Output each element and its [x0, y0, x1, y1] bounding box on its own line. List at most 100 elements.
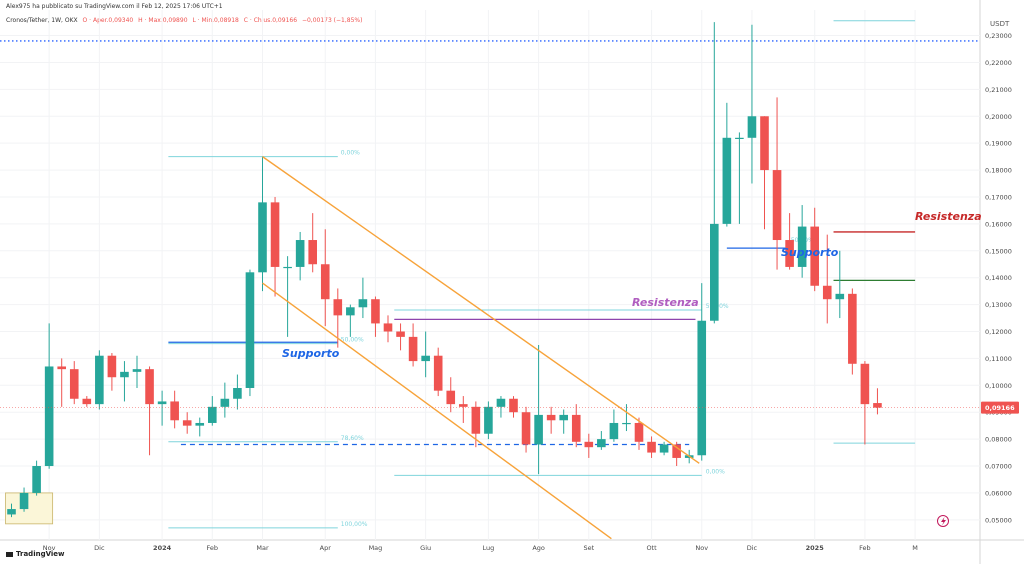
x-tick-label: Nov [43, 544, 56, 552]
channel-lower-line [262, 282, 612, 540]
low-value: L · Min.0,08918 [192, 17, 239, 24]
candle-body [597, 439, 606, 448]
candle-body [233, 387, 242, 399]
x-tick-label: M [912, 544, 918, 552]
y-tick-label: 0,11000 [985, 355, 1012, 363]
fib-left-label: 78,60% [341, 435, 364, 442]
candle-body [822, 285, 832, 300]
candle-body [647, 441, 656, 453]
candle-body [659, 444, 669, 453]
y-tick-label: 0,14000 [985, 274, 1012, 282]
candle-body [609, 422, 619, 440]
candle-body [270, 202, 280, 267]
candle-body [785, 240, 794, 267]
candle-body [157, 401, 167, 405]
label-resistenza-2024: Resistenza [632, 296, 699, 310]
candle-body [546, 414, 556, 421]
candle-body [484, 406, 493, 434]
candle-body [848, 293, 857, 364]
candle-body [346, 307, 355, 316]
candle-body [672, 444, 681, 458]
candle-body [283, 266, 292, 269]
x-tick-label: 2024 [153, 544, 172, 552]
candle-body [19, 492, 29, 510]
y-tick-label: 0,13000 [985, 301, 1012, 309]
last-price-text: 0,09166 [985, 404, 1015, 412]
x-tick-label: Feb [207, 544, 219, 552]
x-tick-label: Giu [420, 544, 431, 552]
candle-body [170, 401, 179, 421]
tradingview-logo[interactable]: TradingView [6, 550, 65, 558]
candle-body [107, 355, 117, 378]
horizontal-levels [0, 40, 980, 525]
descending-channel [262, 156, 700, 540]
x-tick-label: Set [583, 544, 594, 552]
candle-body [534, 414, 543, 445]
candle-body [735, 137, 744, 139]
y-tick-label: 0,07000 [985, 463, 1012, 471]
candle-body [710, 223, 719, 321]
y-tick-label: 0,08000 [985, 436, 1012, 444]
y-tick-label: 0,23000 [985, 32, 1012, 40]
x-tick-label: Dic [747, 544, 758, 552]
candle-body [145, 369, 154, 405]
candle-body [408, 336, 418, 362]
y-tick-label: 0,15000 [985, 247, 1012, 255]
label-supporto-q4: Supporto [781, 246, 839, 260]
x-tick-label: Feb [859, 544, 871, 552]
candle-body [772, 170, 782, 241]
fib-right-label: 0,00% [706, 468, 725, 475]
label-resistenza-2025: Resistenza [915, 209, 982, 223]
candle-body [810, 226, 819, 286]
candle-body [120, 371, 129, 378]
candle-body [860, 363, 870, 405]
lightning-icon-bolt [941, 517, 946, 526]
publisher-line: Alex975 ha pubblicato su TradingView.com… [6, 3, 223, 10]
candle-body [383, 323, 393, 332]
last-price-badge [981, 401, 1019, 414]
fib-left-label: 100,00% [341, 521, 368, 528]
y-tick-label: 0,22000 [985, 59, 1012, 67]
candle-body [496, 398, 506, 407]
candle-body [459, 404, 468, 407]
time-axis: Nov Dic 2024 Feb Mar Apr Mag Giu Lug Ago Set Ott Nov… [43, 544, 918, 552]
candle-body [32, 466, 41, 493]
candle-body [471, 406, 481, 434]
price-axis: 0,23000 0,22000 0,21000 0,20000 0,19000 0,180… [985, 32, 1012, 524]
y-tick-label: 0,19000 [985, 140, 1012, 148]
x-tick-label: Dic [94, 544, 105, 552]
candles [7, 22, 882, 518]
open-value: O · Aper.0,09340 [82, 17, 134, 24]
candle-body [320, 264, 330, 300]
candle-body [559, 414, 568, 421]
candle-body [132, 369, 142, 372]
candle-body [308, 240, 317, 265]
candle-body [622, 422, 631, 425]
symbol-label[interactable]: Cronos/Tether, 1W, OKX [6, 17, 78, 24]
candle-body [722, 137, 732, 224]
ohlc-legend: Cronos/Tether, 1W, OKX O · Aper.0,09340 … [6, 17, 365, 24]
currency-unit[interactable]: USDT [990, 20, 1010, 28]
candle-body [44, 366, 54, 467]
y-tick-label: 0,10000 [985, 382, 1012, 390]
fibonacci-retracements: 0,00%50,00%78,60%100,00%50,00%0,00%50,00… [168, 20, 916, 529]
candle-body [182, 420, 192, 426]
tradingview-logo-text: TradingView [16, 550, 65, 558]
candle-body [634, 422, 644, 442]
y-tick-label: 0,17000 [985, 193, 1012, 201]
x-tick-label: Ott [646, 544, 657, 552]
candle-body [195, 422, 205, 426]
candle-body [747, 116, 757, 138]
y-tick-label: 0,05000 [985, 516, 1012, 524]
candle-body [760, 116, 769, 171]
y-tick-label: 0,18000 [985, 167, 1012, 175]
last-price-marker: 0,09166 [0, 401, 1019, 527]
x-tick-label: Mar [256, 544, 269, 552]
x-tick-label: Ago [532, 544, 545, 552]
candle-body [245, 272, 255, 388]
candle-body [208, 406, 217, 423]
candle-body [571, 414, 581, 442]
